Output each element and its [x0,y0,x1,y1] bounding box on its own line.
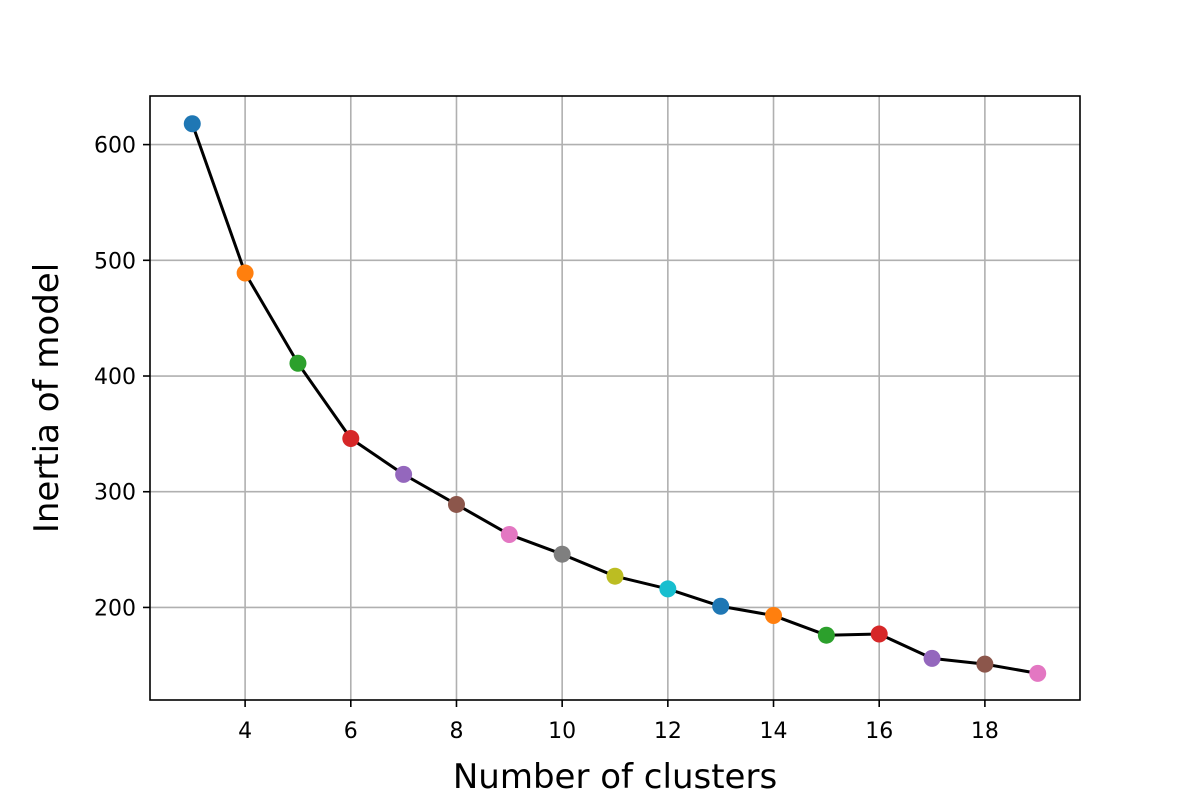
y-tick-label: 600 [94,134,136,159]
data-point [500,526,518,544]
x-tick-label: 10 [548,719,576,744]
y-axis-title: Inertia of model [27,263,67,533]
data-point [553,545,571,563]
ticks: 4 6 8 10 12 14 16 18 200 300 400 500 600 [94,134,999,744]
data-point [289,354,307,372]
x-tick-label: 8 [449,719,463,744]
x-axis-title: Number of clusters [453,757,777,797]
x-tick-label: 6 [344,719,358,744]
data-point [606,567,624,585]
y-tick-label: 400 [94,365,136,390]
data-point [1029,664,1047,682]
y-tick-label: 300 [94,481,136,506]
plot-frame [149,95,1081,701]
data-point [765,607,783,625]
data-point [447,495,465,513]
data-point [817,626,835,644]
x-tick-label: 16 [865,719,893,744]
data-point [236,264,254,282]
x-tick-label: 14 [760,719,788,744]
x-tick-label: 18 [971,719,999,744]
data-point [183,115,201,133]
x-tick-label: 12 [654,719,682,744]
data-point [342,429,360,447]
data-point [712,597,730,615]
data-point [659,580,677,598]
data-point [976,655,994,673]
data-point [923,649,941,667]
data-point [395,465,413,483]
y-tick-label: 500 [94,249,136,274]
data-point [870,625,888,643]
series-layer [183,115,1047,682]
x-tick-label: 4 [238,719,252,744]
grid [150,96,1080,700]
y-tick-label: 200 [94,596,136,621]
